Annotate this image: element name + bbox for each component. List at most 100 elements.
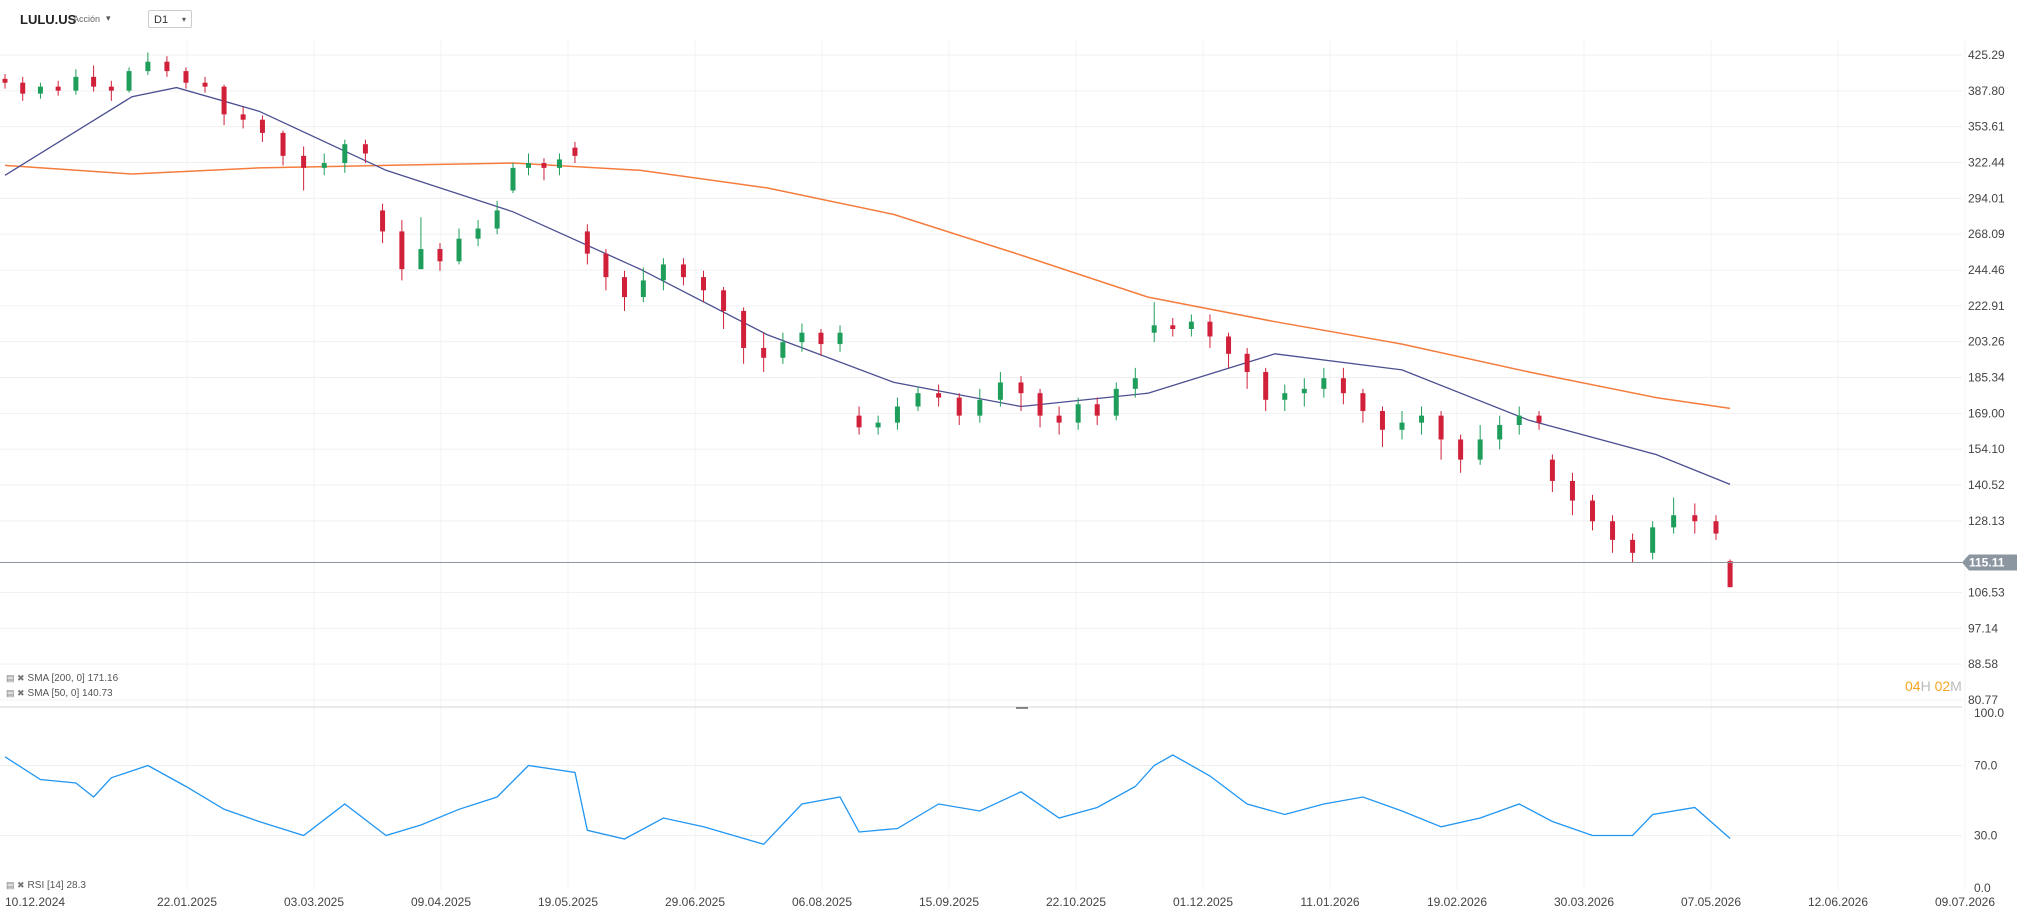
y-tick-label: 244.46 — [1968, 263, 2005, 277]
y-tick-label: 268.09 — [1968, 227, 2005, 241]
candle — [956, 393, 962, 425]
candle-body — [1671, 515, 1677, 528]
candle-body — [380, 210, 386, 232]
y-tick-label: 203.26 — [1968, 335, 2005, 349]
candle — [301, 146, 307, 191]
candle — [399, 220, 405, 281]
candle-body — [780, 342, 786, 358]
settings-icon[interactable]: ▤ ✖ — [6, 673, 25, 683]
candle-body — [1132, 378, 1138, 389]
settings-icon[interactable]: ▤ ✖ — [6, 880, 25, 890]
candle-body — [1650, 527, 1656, 553]
sma50-line — [4, 86, 1731, 486]
candle — [108, 80, 114, 101]
rsi-legend-text: RSI [14] 28.3 — [27, 880, 86, 891]
chart-toolbar: LULU.US Acción ▾ D1 ▾ — [0, 0, 2031, 40]
x-tick-label: 22.01.2025 — [157, 895, 217, 909]
countdown-hours: 04 — [1905, 678, 1921, 694]
y-tick-label: 387.80 — [1968, 84, 2005, 98]
candle — [1610, 515, 1616, 553]
candle-body — [1569, 480, 1575, 501]
symbol-label[interactable]: LULU.US — [20, 12, 77, 27]
candle — [1056, 406, 1062, 435]
rsi-axis-ticks: 100.0 70.0 30.0 0.0 — [1974, 706, 2004, 895]
candle — [1226, 332, 1232, 368]
candle-body — [145, 61, 151, 72]
candle — [1692, 503, 1698, 534]
candle — [20, 76, 26, 101]
candle — [1075, 397, 1081, 430]
y-tick-label: 88.58 — [1968, 657, 1998, 671]
candle-body — [240, 114, 246, 120]
x-tick-label: 19.02.2026 — [1427, 895, 1487, 909]
y-tick-label: 353.61 — [1968, 120, 2005, 134]
x-tick-label: 09.07.2026 — [1935, 895, 1995, 909]
candle-body — [701, 277, 706, 291]
bar-countdown: 04H 02M — [1905, 678, 1962, 694]
candle — [259, 115, 265, 142]
candle — [1037, 388, 1043, 428]
candle-body — [1713, 521, 1719, 534]
candle — [1630, 533, 1636, 563]
candle — [164, 56, 170, 77]
candle-body — [1516, 415, 1522, 425]
candle-body — [660, 264, 666, 281]
x-tick-label: 15.09.2025 — [919, 895, 979, 909]
candle — [280, 130, 286, 166]
candle — [875, 415, 881, 435]
candle — [1188, 314, 1194, 337]
candle — [55, 80, 61, 96]
candle — [183, 67, 189, 89]
candle-body — [20, 82, 26, 94]
candle-body — [1340, 378, 1346, 394]
candle — [1569, 472, 1575, 516]
rsi-legend[interactable]: ▤ ✖ RSI [14] 28.3 — [6, 880, 86, 891]
candle-body — [1536, 415, 1542, 423]
candle-body — [1075, 404, 1081, 423]
candle-body — [622, 277, 628, 298]
candle — [1207, 314, 1213, 348]
timeframe-select[interactable]: D1 ▾ — [148, 10, 192, 28]
sma50-legend[interactable]: ▤ ✖ SMA [50, 0] 140.73 — [6, 688, 113, 699]
candle-body — [91, 76, 97, 87]
x-tick-label: 07.05.2026 — [1681, 895, 1741, 909]
candle — [380, 203, 386, 244]
candle — [660, 258, 666, 291]
candle-body — [1419, 415, 1425, 423]
candle — [622, 270, 628, 311]
candle-body — [1056, 415, 1062, 423]
y-axis-ticks: 425.29 387.80 353.61 322.44 294.01 268.09 244.… — [1968, 48, 2005, 707]
candle-body — [73, 76, 79, 91]
candle-body — [1113, 388, 1119, 416]
candle — [640, 267, 646, 303]
candle-body — [2, 78, 8, 83]
candle — [1536, 411, 1542, 430]
y-tick-label: 154.10 — [1968, 442, 2005, 456]
candle-body — [259, 119, 265, 133]
candle-body — [1282, 393, 1288, 400]
candle — [997, 371, 1003, 407]
candle-body — [1321, 378, 1327, 389]
candle — [525, 153, 531, 176]
x-tick-label: 19.05.2025 — [538, 895, 598, 909]
candle-body — [437, 249, 443, 262]
candle-body — [126, 71, 132, 91]
candle — [572, 141, 578, 164]
candle — [1399, 411, 1405, 440]
candle-body — [640, 280, 646, 298]
candle — [780, 332, 786, 364]
sma200-legend[interactable]: ▤ ✖ SMA [200, 0] 171.16 — [6, 673, 118, 684]
candle — [221, 84, 227, 126]
candle-body — [108, 86, 114, 91]
candle — [915, 386, 921, 412]
candle — [1549, 454, 1555, 493]
candle-body — [1207, 321, 1213, 337]
y-tick-label: 425.29 — [1968, 48, 2005, 62]
candle — [1438, 411, 1444, 460]
candle-body — [164, 61, 170, 72]
symbol-dropdown-icon[interactable]: ▾ — [106, 13, 111, 23]
candle-body — [1630, 539, 1636, 553]
candle-body — [1727, 561, 1733, 588]
settings-icon[interactable]: ▤ ✖ — [6, 688, 25, 698]
